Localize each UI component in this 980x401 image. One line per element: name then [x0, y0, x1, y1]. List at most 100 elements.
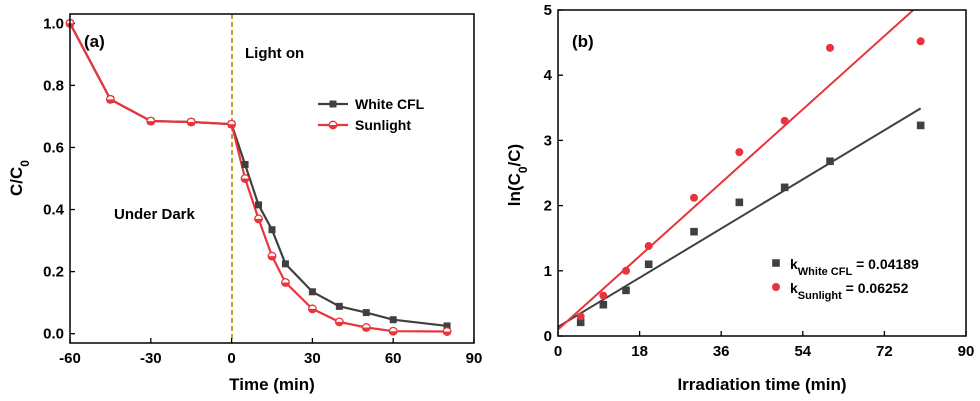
data-point-white-cfl [690, 227, 698, 236]
data-point-sunlight [576, 312, 585, 321]
series-line-sunlight [69, 22, 448, 333]
panel-a-series [65, 18, 452, 336]
data-point-sunlight [240, 174, 250, 183]
panel-a-y-tick-label: 0.8 [43, 77, 64, 94]
panel-b-chart: 0 18 36 54 72 90 0 1 2 3 4 5 (b) Irradiation time (… [505, 2, 974, 394]
panel-a-chart: -60 -30 0 30 60 90 0.0 0.2 0.4 0.6 0.8 1.0 (a) Ligh… [7, 13, 482, 394]
panel-a-x-tick-label: -30 [140, 350, 162, 367]
panel-a-y-axis-label: C/C0 [7, 160, 32, 196]
legend-sunlight-label: Sunlight [355, 117, 411, 133]
panel-a-y-axis-subscript: 0 [18, 160, 32, 167]
data-point-white-cfl [362, 309, 370, 317]
data-point-white-cfl [599, 300, 608, 309]
legend-k-white-cfl-marker [772, 259, 780, 267]
data-point-white-cfl [241, 161, 249, 169]
data-point-sunlight [599, 291, 608, 300]
panel-a-x-tick-label: 0 [227, 350, 235, 367]
series-line-white-cfl [69, 22, 448, 328]
panel-b-frame [557, 9, 967, 337]
legend-k-sunlight: kSunlight = 0.06252 [790, 280, 909, 302]
panel-b-legend: kWhite CFL = 0.04189 kSunlight = 0.06252 [772, 256, 919, 302]
panel-a-x-tick-label: -60 [59, 350, 81, 367]
data-point-white-cfl [622, 286, 630, 295]
panel-b-y-tick-label: 4 [544, 67, 553, 84]
panel-b-y-tick-label: 0 [544, 328, 552, 345]
panel-b-y-tick-label: 1 [544, 263, 552, 280]
panel-b-x-tick-label: 90 [958, 343, 975, 360]
data-point-white-cfl [735, 198, 744, 207]
data-point-sunlight [267, 251, 277, 261]
data-point-white-cfl [443, 322, 451, 330]
panel-a-y-tick-label: 0.6 [43, 139, 64, 156]
panel-a-x-tick-label: 60 [385, 350, 402, 367]
legend-white-cfl-label: White CFL [355, 96, 425, 112]
panel-b-ticks: 0 18 36 54 72 90 0 1 2 3 4 5 [544, 2, 975, 360]
data-point-white-cfl [281, 260, 289, 268]
data-point-sunlight [281, 278, 290, 287]
panel-a-legend: White CFL Sunlight [318, 96, 425, 133]
panel-b-y-axis-label: ln(C0/C) [505, 144, 530, 206]
fit-line-sunlight [558, 10, 915, 331]
legend-k-sunlight-marker [772, 283, 780, 291]
data-point-white-cfl [255, 201, 263, 209]
data-point-sunlight [254, 214, 263, 224]
legend-sunlight [318, 120, 348, 130]
data-point-sunlight [780, 116, 789, 125]
panel-b-x-tick-label: 0 [554, 343, 562, 360]
panel-b-x-axis-label: Irradiation time (min) [677, 375, 846, 394]
data-point-sunlight [105, 94, 115, 104]
panel-b-y-tick-label: 2 [544, 198, 552, 215]
panel-a-ticks: -60 -30 0 30 60 90 0.0 0.2 0.4 0.6 0.8 1.0 [43, 15, 482, 367]
data-point-sunlight [227, 119, 237, 129]
legend-white-cfl-marker [329, 100, 337, 108]
legend-sunlight-marker [328, 120, 338, 130]
data-point-sunlight [442, 327, 452, 336]
panel-a-x-axis-label: Time (min) [229, 375, 315, 394]
data-point-sunlight [334, 317, 344, 327]
panel-a-x-tick-label: 90 [466, 350, 483, 367]
panel-a-y-tick-label: 1.0 [43, 15, 64, 32]
panel-b-series [558, 10, 925, 331]
data-point-white-cfl [780, 183, 789, 192]
data-point-sunlight [622, 266, 630, 275]
data-point-white-cfl [268, 226, 276, 234]
panel-a-y-tick-label: 0.2 [43, 264, 64, 281]
legend-k-sunlight-dot [772, 283, 780, 291]
panel-b-x-tick-label: 18 [631, 343, 648, 360]
under-dark-annotation: Under Dark [114, 206, 196, 223]
panel-a-x-tick-label: 30 [304, 350, 321, 367]
data-point-white-cfl [576, 318, 585, 327]
data-point-sunlight [735, 148, 744, 157]
legend-k-white-cfl: kWhite CFL = 0.04189 [790, 256, 919, 278]
data-point-sunlight [361, 323, 371, 332]
panel-b-x-tick-label: 72 [876, 343, 893, 360]
data-point-sunlight [916, 37, 925, 46]
panel-a-y-tick-label: 0.0 [43, 326, 64, 343]
panel-a-label: (a) [84, 32, 105, 51]
panel-b-label: (b) [572, 32, 594, 51]
fit-line-white-cfl [558, 107, 922, 328]
data-point-sunlight [826, 43, 834, 52]
panel-a-frame [69, 13, 475, 344]
data-point-sunlight [146, 116, 156, 126]
data-point-white-cfl [916, 121, 925, 130]
panel-b-x-tick-label: 36 [713, 343, 730, 360]
data-point-sunlight [690, 193, 698, 202]
data-point-white-cfl [389, 316, 397, 324]
data-point-white-cfl [826, 157, 834, 166]
data-point-sunlight [388, 326, 398, 336]
legend-white-cfl [318, 100, 348, 108]
panel-a-y-tick-label: 0.4 [43, 202, 65, 219]
data-point-sunlight [644, 242, 653, 251]
light-on-annotation: Light on [245, 45, 304, 62]
data-point-white-cfl [308, 288, 316, 296]
data-point-sunlight [186, 117, 196, 127]
legend-k-white-cfl-square [772, 259, 780, 267]
data-point-white-cfl [644, 260, 653, 269]
data-point-sunlight [307, 304, 317, 314]
panel-b-y-tick-label: 5 [544, 2, 552, 19]
panel-b-y-tick-label: 3 [544, 132, 552, 149]
data-point-white-cfl [335, 302, 343, 310]
panel-b-x-tick-label: 54 [794, 343, 811, 360]
